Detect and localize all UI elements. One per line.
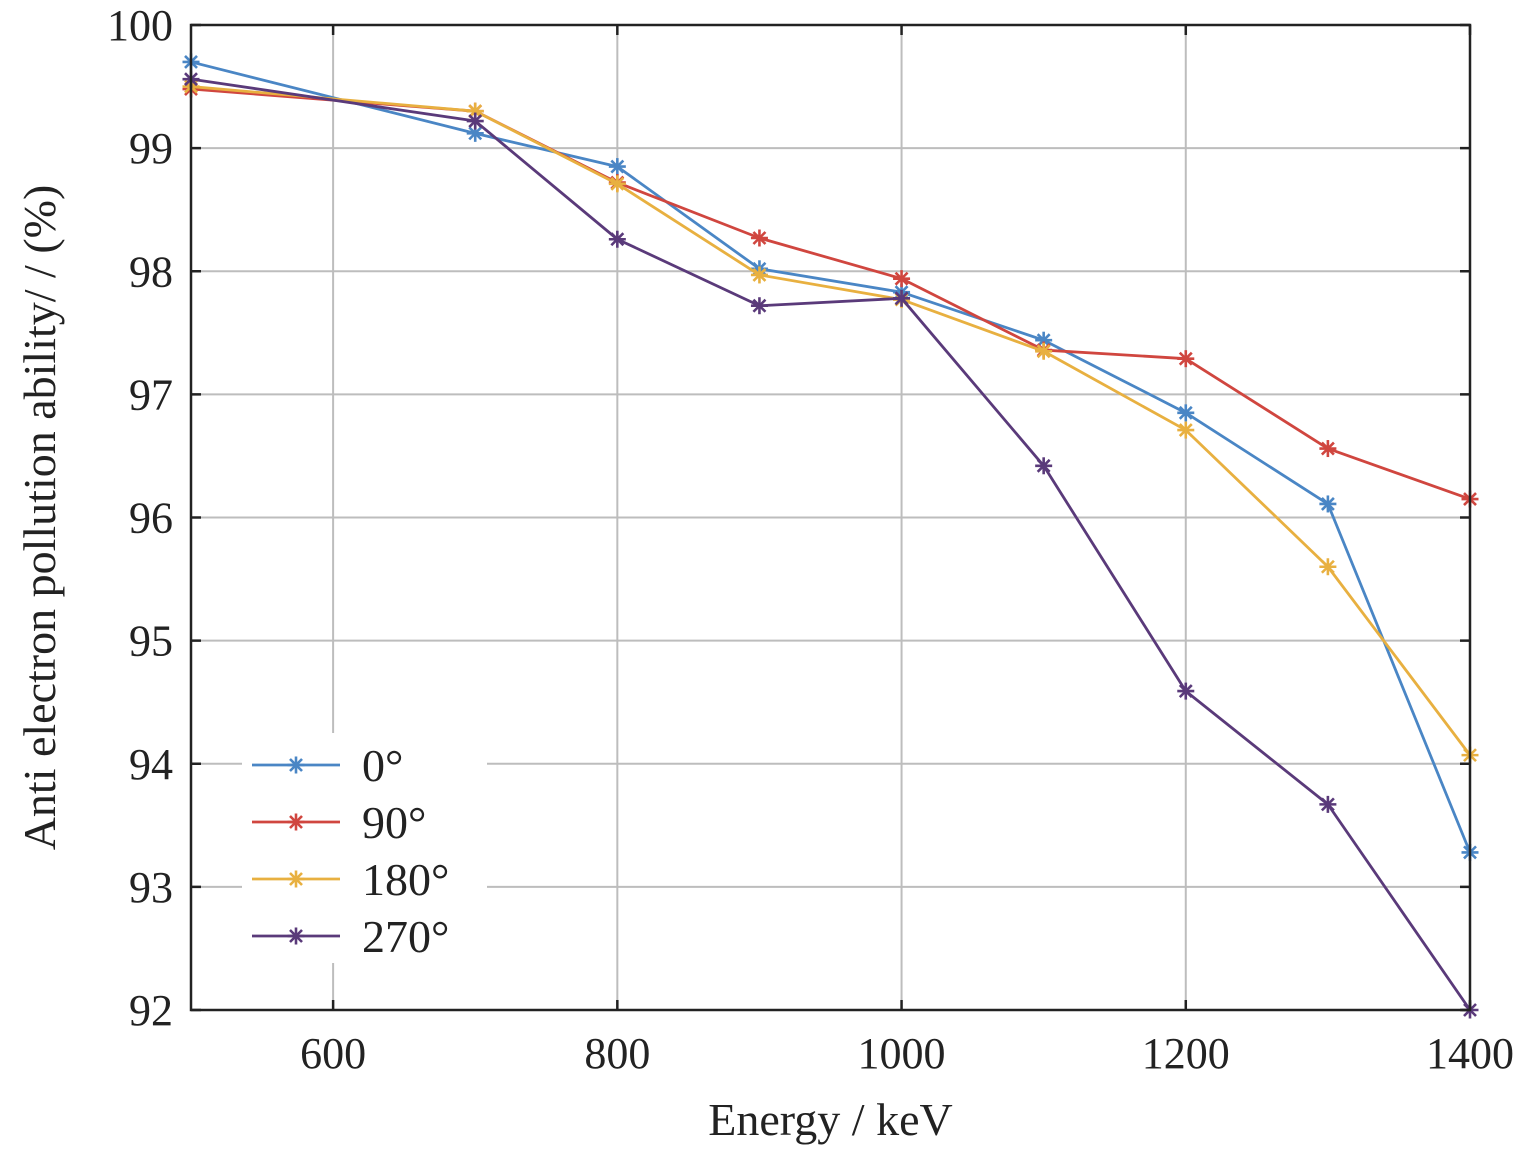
x-axis-label: Energy / keV <box>708 1094 952 1145</box>
data-point <box>1319 495 1337 513</box>
x-axis-ticks: 600 800 1000 1200 1400 <box>300 25 1514 1078</box>
legend: 0° 90° 180° 270° <box>242 733 487 963</box>
y-tick-label: 99 <box>129 124 173 173</box>
x-tick-label: 600 <box>300 1029 366 1078</box>
data-point <box>1319 558 1337 576</box>
data-point <box>608 230 626 248</box>
y-axis-label: Anti electron pollution ability/ / (%) <box>14 185 65 851</box>
legend-marker <box>287 813 305 831</box>
y-tick-label: 100 <box>107 1 173 50</box>
legend-item: 0° <box>252 740 403 791</box>
data-point <box>608 158 626 176</box>
legend-label: 0° <box>362 740 403 791</box>
legend-item: 180° <box>252 854 449 905</box>
data-point <box>1319 440 1337 458</box>
data-point <box>750 266 768 284</box>
legend-marker <box>287 756 305 774</box>
series-line <box>190 87 1471 501</box>
data-point <box>1035 457 1053 475</box>
x-tick-label: 1200 <box>1142 1029 1230 1078</box>
x-tick-label: 800 <box>584 1029 650 1078</box>
legend-marker <box>287 870 305 888</box>
x-tick-label: 1000 <box>858 1029 946 1078</box>
y-tick-label: 95 <box>129 617 173 666</box>
data-point <box>750 297 768 315</box>
series-1 <box>182 80 1479 508</box>
legend-label: 270° <box>362 911 449 962</box>
data-point <box>466 112 484 130</box>
y-tick-label: 93 <box>129 863 173 912</box>
y-tick-label: 94 <box>129 740 173 789</box>
legend-label: 90° <box>362 797 426 848</box>
legend-item: 270° <box>252 911 449 962</box>
data-point <box>1319 795 1337 813</box>
data-point <box>1035 342 1053 360</box>
y-tick-label: 97 <box>129 370 173 419</box>
data-point <box>893 270 911 288</box>
y-tick-label: 96 <box>129 494 173 543</box>
data-point <box>1177 404 1195 422</box>
y-tick-label: 92 <box>129 986 173 1035</box>
y-axis-ticks: 92 93 94 95 96 97 98 99 100 <box>107 1 1470 1035</box>
data-point <box>1177 350 1195 368</box>
legend-item: 90° <box>252 797 426 848</box>
data-point <box>1177 421 1195 439</box>
data-point <box>893 289 911 307</box>
legend-box <box>242 733 487 963</box>
x-tick-label: 1400 <box>1426 1029 1514 1078</box>
data-point <box>750 229 768 247</box>
legend-marker <box>287 927 305 945</box>
data-point <box>1177 682 1195 700</box>
y-tick-label: 98 <box>129 247 173 296</box>
data-point <box>608 175 626 193</box>
legend-label: 180° <box>362 854 449 905</box>
series-line <box>190 85 1472 756</box>
